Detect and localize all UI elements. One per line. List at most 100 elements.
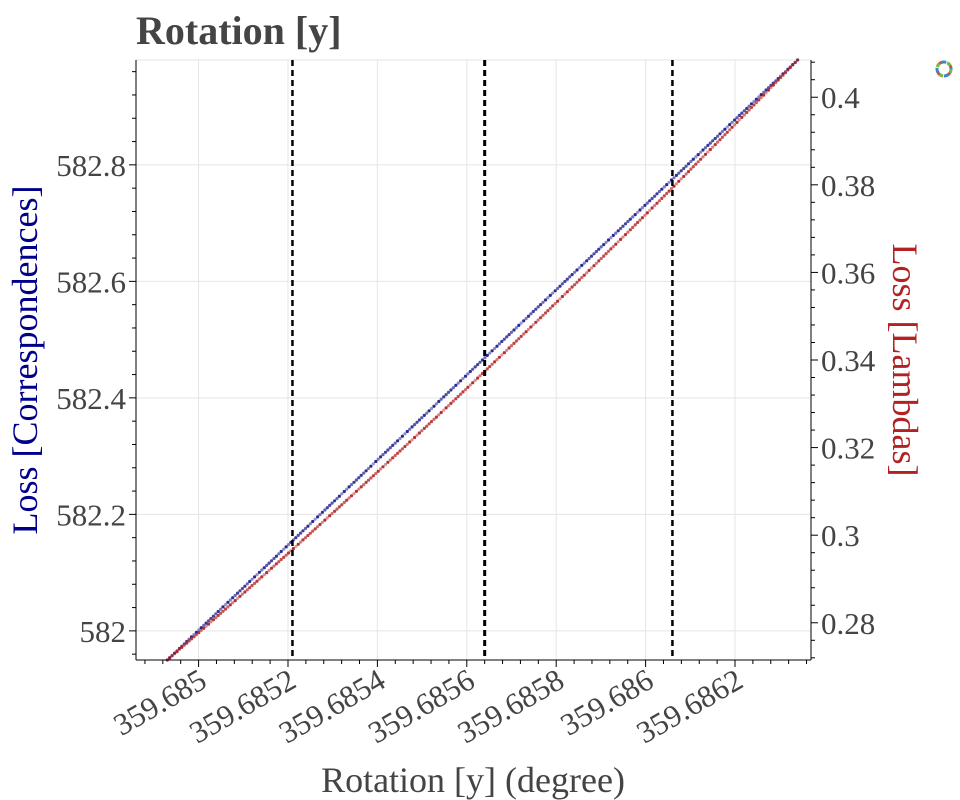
series-right-point	[711, 145, 715, 149]
bokeh-logo-icon[interactable]	[935, 60, 953, 78]
series-right-point	[383, 462, 388, 467]
series-right-point	[585, 271, 589, 275]
series-right-point	[245, 588, 249, 592]
series-right-point	[410, 438, 414, 442]
series-right-point	[587, 268, 591, 272]
series-left-point	[248, 579, 252, 584]
series-right-point	[323, 518, 327, 522]
series-right-point	[282, 555, 286, 560]
series-left-point	[223, 603, 228, 607]
series-right-point	[638, 218, 642, 222]
series-left-point	[316, 515, 320, 519]
series-right-point	[509, 344, 514, 348]
series-left-point	[577, 266, 582, 270]
series-right-point	[539, 316, 543, 320]
series-right-point	[614, 242, 618, 246]
series-left-point	[512, 328, 516, 332]
series-right-point	[272, 564, 276, 568]
series-left-point	[633, 213, 637, 217]
series-right-point	[388, 458, 392, 462]
series-right-point	[745, 110, 749, 115]
series-left-point	[209, 616, 213, 621]
series-right-point	[284, 553, 288, 557]
series-right-point	[466, 385, 470, 389]
series-left-point	[604, 240, 608, 244]
series-right-point	[725, 130, 729, 134]
series-right-point	[706, 150, 710, 154]
series-right-point	[650, 206, 654, 210]
series-right-point	[369, 476, 373, 480]
series-left-point	[759, 93, 763, 97]
series-left-point	[476, 363, 480, 367]
series-right-point	[708, 147, 712, 152]
series-right-point	[728, 128, 732, 132]
series-left-point	[733, 118, 737, 122]
series-left-point	[226, 600, 230, 604]
series-right-point	[536, 318, 540, 322]
series-left-point	[333, 499, 337, 503]
series-left-point	[442, 395, 446, 399]
series-left-point	[696, 153, 700, 157]
series-right-point	[771, 83, 775, 87]
series-left-point	[219, 607, 223, 611]
series-left-point	[725, 125, 729, 129]
series-left-point	[539, 303, 543, 307]
series-right-point	[757, 98, 761, 102]
series-right-point	[391, 456, 395, 460]
series-right-point	[214, 616, 218, 620]
series-left-point	[349, 483, 354, 487]
series-left-point	[488, 351, 492, 355]
series-left-point	[410, 425, 414, 429]
series-right-point	[231, 601, 235, 605]
series-left-point	[325, 506, 329, 510]
series-right-point	[420, 429, 424, 433]
series-right-point	[432, 417, 436, 421]
series-right-point	[340, 503, 344, 507]
series-left-point	[665, 183, 669, 187]
series-right-point	[221, 609, 225, 613]
series-left-point	[694, 155, 698, 159]
series-right-point	[779, 76, 783, 80]
series-left-point	[420, 416, 424, 420]
series-right-point	[173, 652, 177, 656]
series-right-point	[580, 275, 584, 280]
series-right-point	[594, 261, 599, 265]
series-left-point	[459, 379, 463, 383]
series-right-point	[754, 100, 759, 105]
series-right-point	[308, 531, 312, 535]
series-right-point	[337, 505, 341, 509]
series-left-point	[534, 307, 538, 311]
series-left-point	[568, 275, 572, 279]
x-axis-label: Rotation [y] (degree)	[321, 760, 625, 800]
series-right-point	[476, 376, 480, 380]
series-left-point	[199, 626, 203, 630]
series-left-point	[643, 203, 647, 207]
series-left-point	[192, 633, 196, 637]
series-left-point	[769, 83, 773, 87]
series-left-point	[211, 614, 215, 618]
series-left-point	[347, 485, 351, 489]
series-right-point	[514, 339, 519, 343]
series-left-point	[379, 455, 383, 459]
series-left-point	[202, 623, 206, 628]
series-right-point	[703, 152, 708, 156]
series-right-point	[573, 283, 577, 287]
series-right-point	[451, 399, 455, 403]
series-left-point	[405, 429, 409, 434]
series-right-point	[512, 341, 516, 345]
series-left-point	[563, 279, 567, 284]
series-left-point	[369, 464, 373, 468]
series-right-point	[653, 204, 657, 208]
series-left-point	[723, 127, 727, 131]
series-left-point	[206, 619, 211, 623]
series-left-point	[434, 402, 438, 406]
series-right-point	[456, 394, 460, 399]
series-right-point	[364, 480, 368, 484]
series-right-point	[468, 383, 472, 387]
series-left-point	[306, 524, 310, 528]
series-right-point	[599, 256, 603, 261]
series-left-point	[703, 146, 708, 150]
series-left-point	[609, 236, 613, 240]
series-left-point	[737, 113, 742, 117]
series-left-point	[592, 252, 596, 256]
